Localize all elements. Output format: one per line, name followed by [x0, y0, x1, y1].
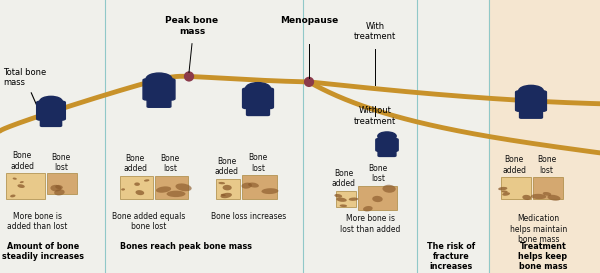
Ellipse shape [547, 195, 560, 201]
Text: With
treatment: With treatment [354, 22, 396, 41]
FancyBboxPatch shape [147, 96, 171, 107]
Bar [47, 103, 55, 104]
Ellipse shape [340, 204, 347, 207]
Bar [501, 177, 531, 199]
Ellipse shape [50, 185, 61, 191]
Text: Bone
added: Bone added [502, 155, 526, 175]
Circle shape [146, 73, 172, 85]
Ellipse shape [20, 181, 24, 183]
Ellipse shape [531, 194, 546, 199]
Ellipse shape [221, 194, 226, 196]
FancyBboxPatch shape [520, 108, 542, 118]
Circle shape [40, 96, 62, 107]
Text: Peak bone
mass: Peak bone mass [166, 16, 218, 36]
Text: Bone
lost: Bone lost [160, 154, 179, 173]
Text: Bone
added: Bone added [332, 169, 356, 188]
Text: Bone
lost: Bone lost [537, 155, 556, 175]
Ellipse shape [248, 183, 259, 188]
Ellipse shape [175, 183, 191, 191]
Bar [47, 173, 77, 194]
Ellipse shape [334, 194, 342, 198]
Text: Amount of bone
steadily increases: Amount of bone steadily increases [2, 242, 84, 261]
Ellipse shape [336, 198, 347, 202]
Text: Bone
added: Bone added [215, 157, 239, 176]
Ellipse shape [13, 177, 17, 180]
Bar [120, 176, 153, 199]
Text: Bone
added: Bone added [10, 151, 34, 171]
Ellipse shape [363, 206, 373, 212]
Ellipse shape [17, 184, 25, 188]
Ellipse shape [242, 183, 252, 189]
Bar [489, 0, 600, 273]
Ellipse shape [349, 197, 358, 201]
Ellipse shape [121, 188, 125, 191]
Ellipse shape [134, 182, 140, 186]
Text: The risk of
fracture
increases: The risk of fracture increases [427, 242, 475, 271]
Text: Bone added equals
bone lost: Bone added equals bone lost [112, 212, 185, 231]
Ellipse shape [136, 190, 144, 195]
Text: Bone
lost: Bone lost [248, 153, 268, 173]
Ellipse shape [55, 185, 63, 189]
Ellipse shape [144, 179, 149, 182]
Bar [533, 177, 563, 199]
Text: Total bone
mass: Total bone mass [3, 68, 46, 118]
Circle shape [245, 83, 271, 94]
Ellipse shape [372, 196, 383, 202]
Ellipse shape [262, 188, 278, 194]
Ellipse shape [54, 189, 65, 195]
FancyBboxPatch shape [247, 105, 269, 115]
Point [184, 74, 194, 79]
Bar [155, 81, 163, 82]
Text: Menopause: Menopause [280, 16, 338, 25]
Bar [6, 173, 45, 199]
Bar [379, 147, 395, 150]
Ellipse shape [218, 182, 225, 184]
Text: Without
treatment: Without treatment [354, 106, 396, 126]
Ellipse shape [220, 193, 232, 198]
Text: Bone loss increases: Bone loss increases [211, 212, 287, 221]
Text: Bone
lost: Bone lost [52, 153, 71, 172]
Ellipse shape [167, 191, 185, 197]
Point [304, 80, 314, 84]
Bar [518, 105, 544, 110]
Ellipse shape [502, 192, 510, 196]
FancyBboxPatch shape [143, 79, 175, 100]
Bar [146, 93, 172, 99]
Bar [40, 114, 62, 119]
Bar [358, 186, 397, 210]
FancyBboxPatch shape [378, 148, 396, 156]
Ellipse shape [382, 185, 396, 193]
Ellipse shape [156, 186, 171, 193]
Text: More bone is
added than lost: More bone is added than lost [7, 212, 67, 231]
Text: Medication
helps maintain
bone mass: Medication helps maintain bone mass [510, 214, 568, 244]
Bar [155, 176, 188, 199]
Bar [245, 102, 271, 107]
Text: Bone
added: Bone added [123, 154, 147, 173]
Circle shape [378, 132, 396, 140]
FancyBboxPatch shape [376, 138, 398, 152]
Text: More bone is
lost than added: More bone is lost than added [340, 214, 400, 234]
Text: Bone
lost: Bone lost [368, 164, 388, 183]
Text: Treatment
helps keep
bone mass
high: Treatment helps keep bone mass high [518, 242, 568, 273]
Bar [336, 191, 356, 207]
Ellipse shape [523, 195, 531, 200]
FancyBboxPatch shape [515, 91, 547, 111]
Text: Bones reach peak bone mass: Bones reach peak bone mass [120, 242, 252, 251]
Bar [527, 93, 535, 94]
Ellipse shape [543, 192, 551, 196]
Bar [242, 175, 277, 199]
Bar [384, 138, 390, 140]
Ellipse shape [223, 185, 232, 190]
Ellipse shape [498, 187, 508, 190]
Ellipse shape [10, 195, 16, 197]
FancyBboxPatch shape [40, 117, 62, 126]
Bar [216, 179, 240, 199]
Circle shape [518, 85, 544, 97]
FancyBboxPatch shape [242, 88, 274, 108]
Ellipse shape [502, 191, 508, 193]
FancyBboxPatch shape [37, 101, 65, 120]
Bar [254, 90, 262, 91]
